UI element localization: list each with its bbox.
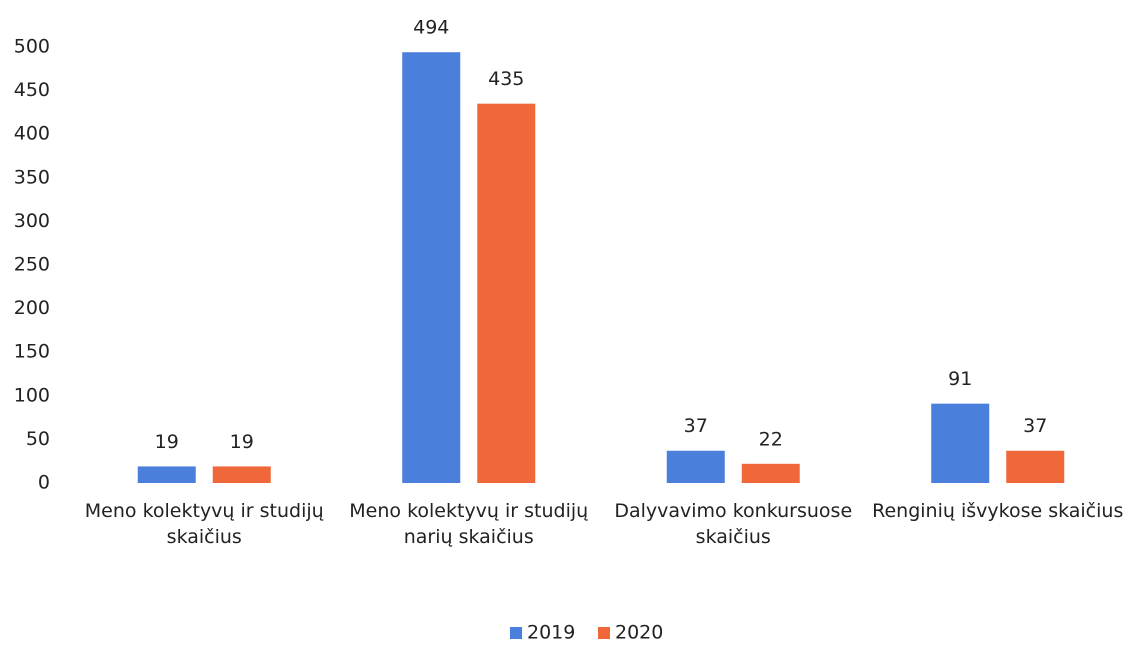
bar [137, 466, 196, 483]
data-label: 22 [759, 428, 783, 450]
bar [741, 463, 800, 483]
y-tick-label: 0 [38, 472, 50, 494]
bar [402, 52, 461, 484]
data-label: 91 [948, 368, 972, 390]
bar [666, 450, 725, 483]
y-tick-label: 450 [14, 79, 50, 101]
legend-swatch [598, 627, 610, 639]
data-label: 37 [684, 415, 708, 437]
x-tick-label: Dalyvavimo konkursuose skaičius [614, 500, 853, 548]
x-tick-label: Renginių išvykose skaičius [872, 500, 1124, 522]
y-tick-label: 400 [14, 123, 50, 145]
data-label: 494 [413, 17, 449, 39]
bar [1006, 450, 1065, 483]
bar [931, 403, 990, 483]
legend-swatch [510, 627, 522, 639]
data-label: 19 [155, 431, 179, 453]
y-tick-label: 150 [14, 341, 50, 363]
y-tick-label: 300 [14, 210, 50, 232]
legend-label: 2019 [527, 622, 575, 644]
x-tick-label: Meno kolektyvų ir studijų skaičius [84, 500, 324, 548]
legend-label: 2020 [615, 622, 663, 644]
x-tick-label: Meno kolektyvų ir studijų narių skaičius [349, 500, 589, 548]
y-tick-label: 200 [14, 297, 50, 319]
data-label: 37 [1023, 415, 1047, 437]
data-label: 435 [488, 68, 524, 90]
y-tick-label: 500 [14, 36, 50, 58]
bar [477, 103, 536, 484]
y-tick-label: 50 [26, 428, 50, 450]
y-tick-label: 250 [14, 254, 50, 276]
y-tick-label: 350 [14, 166, 50, 188]
bar [212, 466, 271, 483]
y-tick-label: 100 [14, 384, 50, 406]
data-label: 19 [230, 431, 254, 453]
